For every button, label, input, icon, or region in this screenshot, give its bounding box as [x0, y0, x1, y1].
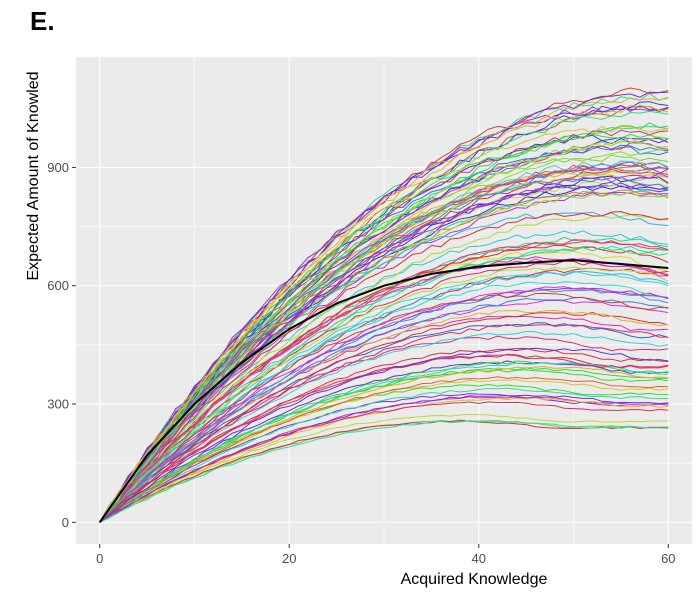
series-line [99, 309, 669, 523]
series-line [99, 105, 669, 523]
series-line [99, 266, 669, 523]
series-line [99, 311, 669, 523]
mean-line [98, 259, 669, 523]
series-line [99, 175, 669, 523]
series-line [99, 323, 669, 523]
x-tick-label: 20 [282, 551, 296, 566]
series-line [99, 289, 669, 523]
series-line [99, 354, 669, 523]
series-line [99, 401, 669, 523]
mean-line-layer [98, 259, 669, 523]
series-line [99, 258, 669, 523]
series-line [99, 387, 669, 523]
series-line [99, 420, 669, 523]
y-tick-label: 600 [47, 278, 69, 293]
series-line [99, 360, 669, 523]
x-axis-title: Acquired Knowledge [401, 571, 548, 588]
series-line [99, 369, 669, 523]
x-axis-ticks: 0 20 40 60 [96, 544, 676, 566]
y-axis-title: Expected Amount of Knowled [25, 71, 42, 280]
series-line [99, 347, 669, 523]
series-line [99, 393, 669, 523]
series-line [99, 286, 669, 523]
y-axis-ticks: 0 300 600 900 [47, 160, 76, 530]
series-line [99, 211, 669, 523]
series-line [99, 413, 669, 523]
series-line [99, 260, 669, 523]
series-line [99, 296, 669, 523]
series-line [99, 244, 669, 523]
series-lines [99, 87, 669, 523]
series-line [99, 347, 669, 523]
y-tick-label: 0 [62, 515, 69, 530]
series-line [99, 397, 669, 523]
series-line [99, 353, 669, 523]
x-tick-label: 0 [96, 551, 103, 566]
series-line [99, 292, 669, 523]
series-line [99, 129, 669, 523]
y-tick-label: 300 [47, 397, 69, 412]
series-line [99, 149, 669, 523]
series-line [99, 322, 669, 523]
series-line [99, 394, 669, 523]
series-line [99, 125, 669, 523]
y-tick-label: 900 [47, 160, 69, 175]
series-line [99, 91, 669, 523]
series-line [99, 175, 669, 523]
series-line [99, 214, 669, 523]
series-line [99, 168, 669, 523]
series-line [99, 330, 669, 523]
panel-label: E. [30, 6, 55, 36]
x-tick-label: 60 [661, 551, 675, 566]
series-line [99, 246, 669, 523]
series-line [99, 270, 669, 523]
series-line [99, 376, 669, 523]
x-tick-label: 40 [472, 551, 486, 566]
series-line [99, 172, 669, 523]
series-line [99, 230, 669, 523]
series-line [99, 192, 669, 523]
series-line [99, 420, 669, 523]
series-line [99, 133, 669, 523]
series-line [99, 239, 669, 523]
